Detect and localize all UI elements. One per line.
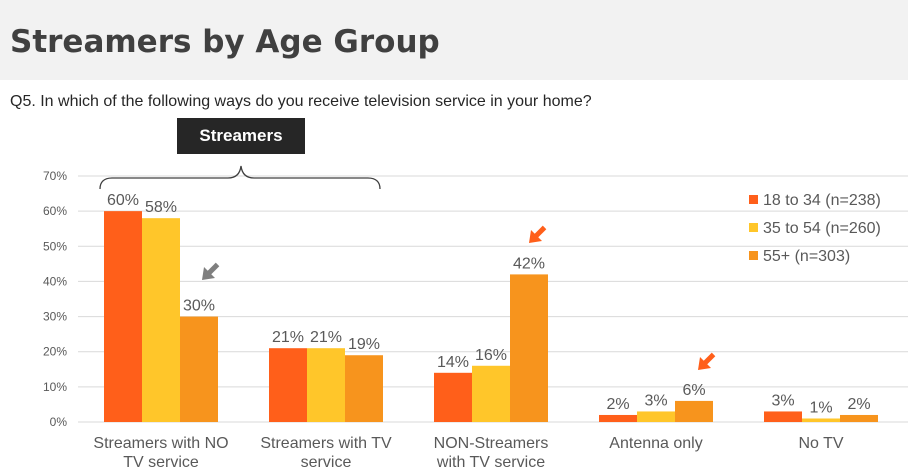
- legend-swatch: [749, 223, 758, 232]
- bar: [802, 418, 840, 422]
- bar: [510, 274, 548, 422]
- streamers-brace: [99, 165, 381, 190]
- y-tick-label: 70%: [43, 169, 67, 183]
- bar: [269, 348, 307, 422]
- data-label: 3%: [771, 392, 794, 409]
- data-label: 21%: [272, 329, 304, 346]
- y-tick-label: 40%: [43, 274, 67, 288]
- bar: [345, 355, 383, 422]
- x-category-label: NON-Streamers: [434, 435, 549, 452]
- bar: [142, 218, 180, 422]
- x-category-label: No TV: [798, 435, 843, 452]
- data-label: 21%: [310, 329, 342, 346]
- x-category-label: Antenna only: [609, 435, 702, 452]
- data-label: 19%: [348, 336, 380, 353]
- callout-arrow-orange-head: [529, 230, 542, 243]
- bar: [764, 411, 802, 422]
- legend-label: 55+ (n=303): [763, 248, 850, 265]
- data-label: 2%: [847, 396, 870, 413]
- data-label: 60%: [107, 192, 139, 209]
- y-tick-label: 0%: [50, 415, 68, 429]
- data-label: 1%: [809, 399, 832, 416]
- y-tick-label: 30%: [43, 310, 67, 324]
- legend-label: 18 to 34 (n=238): [763, 192, 881, 209]
- bar: [180, 316, 218, 422]
- legend-swatch: [749, 251, 758, 260]
- legend-label: 35 to 54 (n=260): [763, 220, 881, 237]
- y-tick-label: 60%: [43, 204, 67, 218]
- bar: [840, 414, 878, 422]
- data-label: 2%: [606, 396, 629, 413]
- data-label: 58%: [145, 199, 177, 216]
- streamers-group-label: Streamers: [177, 118, 305, 154]
- bar: [675, 400, 713, 422]
- data-label: 6%: [682, 382, 705, 399]
- data-label: 3%: [644, 392, 667, 409]
- x-category-label: with TV service: [436, 454, 545, 470]
- callout-arrow-orange-shaft: [533, 225, 547, 239]
- bar: [104, 211, 142, 422]
- y-tick-label: 20%: [43, 345, 67, 359]
- bar: [307, 348, 345, 422]
- data-label: 14%: [437, 354, 469, 371]
- y-tick-label: 50%: [43, 239, 67, 253]
- legend-swatch: [749, 195, 758, 204]
- x-category-label: service: [301, 454, 352, 470]
- bar: [599, 414, 637, 422]
- y-tick-label: 10%: [43, 380, 67, 394]
- header-band: [0, 0, 908, 80]
- data-label: 42%: [513, 255, 545, 272]
- x-category-label: TV service: [123, 454, 199, 470]
- callout-arrow-orange-head: [698, 357, 711, 370]
- bar: [472, 365, 510, 422]
- callout-arrow-gray-shaft: [206, 262, 220, 276]
- callout-arrow-orange-shaft: [702, 352, 716, 366]
- data-label: 30%: [183, 298, 215, 315]
- x-category-label: Streamers with TV: [260, 435, 392, 452]
- question-text: Q5. In which of the following ways do yo…: [10, 93, 592, 110]
- data-label: 16%: [475, 347, 507, 364]
- bar: [637, 411, 675, 422]
- x-category-label: Streamers with NO: [93, 435, 228, 452]
- callout-arrow-gray-head: [202, 267, 215, 280]
- page-title: Streamers by Age Group: [10, 24, 440, 60]
- bar: [434, 372, 472, 422]
